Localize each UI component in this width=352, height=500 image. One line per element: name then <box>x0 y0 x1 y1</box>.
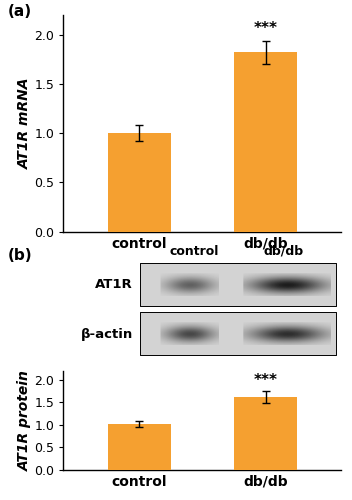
Bar <box>234 397 297 470</box>
Text: (b): (b) <box>8 248 32 263</box>
Y-axis label: AT1R mRNA: AT1R mRNA <box>18 78 32 169</box>
Text: AT1R: AT1R <box>95 278 133 291</box>
Bar <box>234 52 297 232</box>
Text: control: control <box>169 244 219 258</box>
Bar <box>108 133 171 232</box>
Y-axis label: AT1R protein: AT1R protein <box>18 370 32 471</box>
Bar <box>141 314 336 355</box>
Text: (a): (a) <box>8 4 32 19</box>
Text: β-actin: β-actin <box>81 328 133 340</box>
Text: ***: *** <box>253 374 278 388</box>
Bar <box>141 264 336 306</box>
Text: ***: *** <box>253 20 278 36</box>
Text: db/db: db/db <box>263 244 303 258</box>
Bar <box>108 424 171 470</box>
Bar <box>141 264 336 306</box>
Bar <box>141 314 336 355</box>
